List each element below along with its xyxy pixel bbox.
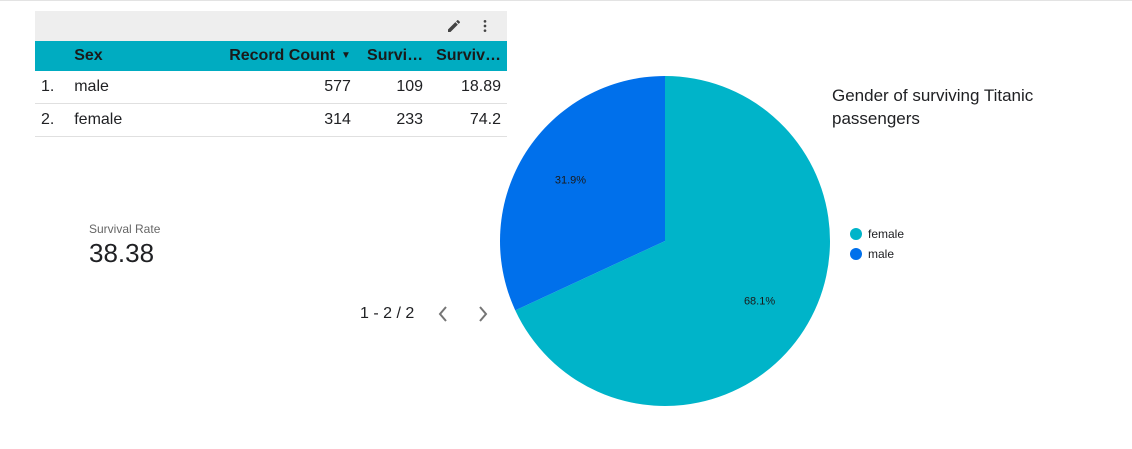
header-survival-rate[interactable]: Surviv… xyxy=(429,41,507,71)
legend-label-female: female xyxy=(868,227,905,241)
cell-sex: female xyxy=(68,103,190,137)
row-index: 1. xyxy=(35,71,69,104)
table-row[interactable]: 2. female 314 233 74.2 xyxy=(35,103,507,137)
pie-label-male: 31.9% xyxy=(555,174,586,186)
cell-sex: male xyxy=(68,71,190,104)
cell-survived: 233 xyxy=(356,103,430,137)
legend-item-male[interactable]: male xyxy=(850,244,904,264)
edit-icon[interactable] xyxy=(444,16,464,36)
pie-slice-female[interactable] xyxy=(515,76,831,406)
prev-page-button[interactable] xyxy=(431,302,455,326)
legend-item-female[interactable]: female xyxy=(850,224,904,244)
cell-record-count: 577 xyxy=(189,71,357,104)
header-index xyxy=(35,41,69,71)
chart-legend: female male xyxy=(850,224,904,264)
table-pagination: 1 - 2 / 2 xyxy=(360,302,495,326)
data-table: Sex Record Count ▼ Survi… Surviv… 1. male… xyxy=(35,41,507,137)
survival-rate-scorecard[interactable]: Survival Rate 38.38 xyxy=(89,222,160,269)
table-header-row: Sex Record Count ▼ Survi… Surviv… xyxy=(35,41,507,71)
more-vert-icon[interactable] xyxy=(475,16,495,36)
scorecard-label: Survival Rate xyxy=(89,222,161,236)
cell-survived: 109 xyxy=(356,71,430,104)
legend-swatch-female xyxy=(850,228,862,240)
cell-survival-rate: 18.89 xyxy=(429,71,507,104)
table-widget[interactable]: Sex Record Count ▼ Survi… Surviv… 1. male… xyxy=(35,11,507,137)
chevron-right-icon xyxy=(479,306,488,322)
next-page-button[interactable] xyxy=(471,302,495,326)
pie-label-female: 68.1% xyxy=(744,295,775,307)
scorecard-value: 38.38 xyxy=(89,238,155,268)
cell-survival-rate: 74.2 xyxy=(429,103,507,137)
table-toolbar xyxy=(35,11,507,41)
header-survived[interactable]: Survi… xyxy=(356,41,430,71)
chevron-left-icon xyxy=(438,306,448,322)
chart-title: Gender of surviving Titanic passengers xyxy=(832,86,1034,128)
header-record-count[interactable]: Record Count ▼ xyxy=(189,41,357,71)
cell-record-count: 314 xyxy=(189,103,357,137)
legend-label-male: male xyxy=(868,247,895,261)
legend-swatch-male xyxy=(850,248,862,260)
pagination-label: 1 - 2 / 2 xyxy=(360,305,415,322)
row-index: 2. xyxy=(35,103,69,137)
header-sex[interactable]: Sex xyxy=(68,41,190,71)
pie-slice-male[interactable] xyxy=(500,76,665,311)
table-row[interactable]: 1. male 577 109 18.89 xyxy=(35,71,507,104)
